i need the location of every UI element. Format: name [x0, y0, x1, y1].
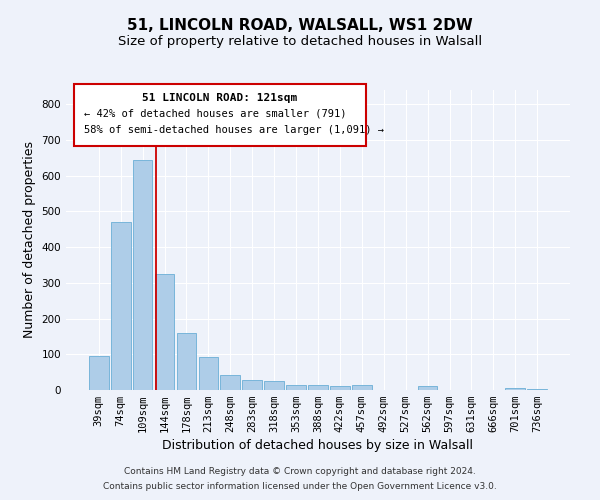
Bar — [352, 384, 372, 390]
Bar — [418, 386, 437, 390]
Bar — [89, 356, 109, 390]
Text: Contains HM Land Registry data © Crown copyright and database right 2024.: Contains HM Land Registry data © Crown c… — [124, 467, 476, 476]
Bar — [133, 160, 152, 390]
Bar — [220, 374, 240, 390]
Text: ← 42% of detached houses are smaller (791): ← 42% of detached houses are smaller (79… — [83, 108, 346, 118]
Bar — [264, 381, 284, 390]
Y-axis label: Number of detached properties: Number of detached properties — [23, 142, 36, 338]
X-axis label: Distribution of detached houses by size in Walsall: Distribution of detached houses by size … — [163, 440, 473, 452]
Text: 51 LINCOLN ROAD: 121sqm: 51 LINCOLN ROAD: 121sqm — [142, 93, 298, 103]
Text: 51, LINCOLN ROAD, WALSALL, WS1 2DW: 51, LINCOLN ROAD, WALSALL, WS1 2DW — [127, 18, 473, 32]
Bar — [505, 388, 525, 390]
FancyBboxPatch shape — [74, 84, 366, 146]
Bar — [176, 333, 196, 390]
Bar — [199, 357, 218, 390]
Bar — [330, 386, 350, 390]
Text: 58% of semi-detached houses are larger (1,091) →: 58% of semi-detached houses are larger (… — [83, 124, 383, 134]
Bar — [286, 384, 306, 390]
Bar — [155, 274, 175, 390]
Bar — [527, 389, 547, 390]
Text: Contains public sector information licensed under the Open Government Licence v3: Contains public sector information licen… — [103, 482, 497, 491]
Bar — [111, 222, 131, 390]
Bar — [242, 380, 262, 390]
Bar — [308, 384, 328, 390]
Text: Size of property relative to detached houses in Walsall: Size of property relative to detached ho… — [118, 35, 482, 48]
